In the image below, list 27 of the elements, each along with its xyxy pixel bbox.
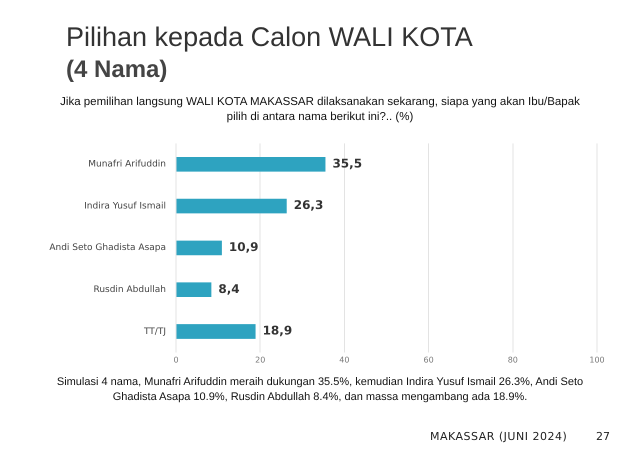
x-tick-label: 80 xyxy=(508,355,518,364)
y-tick-label: TT/TJ xyxy=(142,326,166,337)
y-tick-label: Indira Yusuf Ismail xyxy=(84,201,166,212)
x-tick-label: 100 xyxy=(589,355,605,364)
bar xyxy=(176,198,287,214)
text: MAKASSAR (JUNI 2024) xyxy=(430,430,568,443)
x-tick-label: 0 xyxy=(173,355,179,364)
y-tick-label: Andi Seto Ghadista Asapa xyxy=(49,243,166,254)
bar xyxy=(176,156,326,172)
bar xyxy=(176,240,222,256)
chart-title: Pilihan kepada Calon WALI KOTA xyxy=(66,22,473,53)
data-label: 8,4 xyxy=(218,282,240,296)
data-label: 10,9 xyxy=(228,240,258,254)
bar xyxy=(176,282,212,298)
x-tick-label: 60 xyxy=(424,355,434,364)
text: Simulasi 4 nama, Munafri Arifuddin meraih dukungan 35.5%, kemudian Indira Yusuf Ismail 26.3%, Andi Seto Ghadista Asapa 10.9%, Rusdin Abdullah 8.4%, dan massa mengambang ada 18.9%. xyxy=(56,375,584,405)
data-label: 26,3 xyxy=(294,198,324,212)
bar xyxy=(176,324,256,339)
text: 27 xyxy=(596,430,610,443)
y-tick-label: Rusdin Abdullah xyxy=(93,285,166,296)
data-label: 18,9 xyxy=(262,324,292,338)
y-tick-label: Munafri Arifuddin xyxy=(88,160,166,170)
x-tick-label: 40 xyxy=(339,355,350,364)
data-label: 35,5 xyxy=(332,156,362,170)
chart-subtitle: (4 Nama) xyxy=(66,56,168,84)
x-tick-label: 20 xyxy=(255,355,266,364)
text: Jika pemilihan langsung WALI KOTA MAKASSAR dilaksanakan sekarang, siapa yang akan Ibu/Bapak pilih di antara nama berikut ini?.. (%) xyxy=(59,95,581,125)
